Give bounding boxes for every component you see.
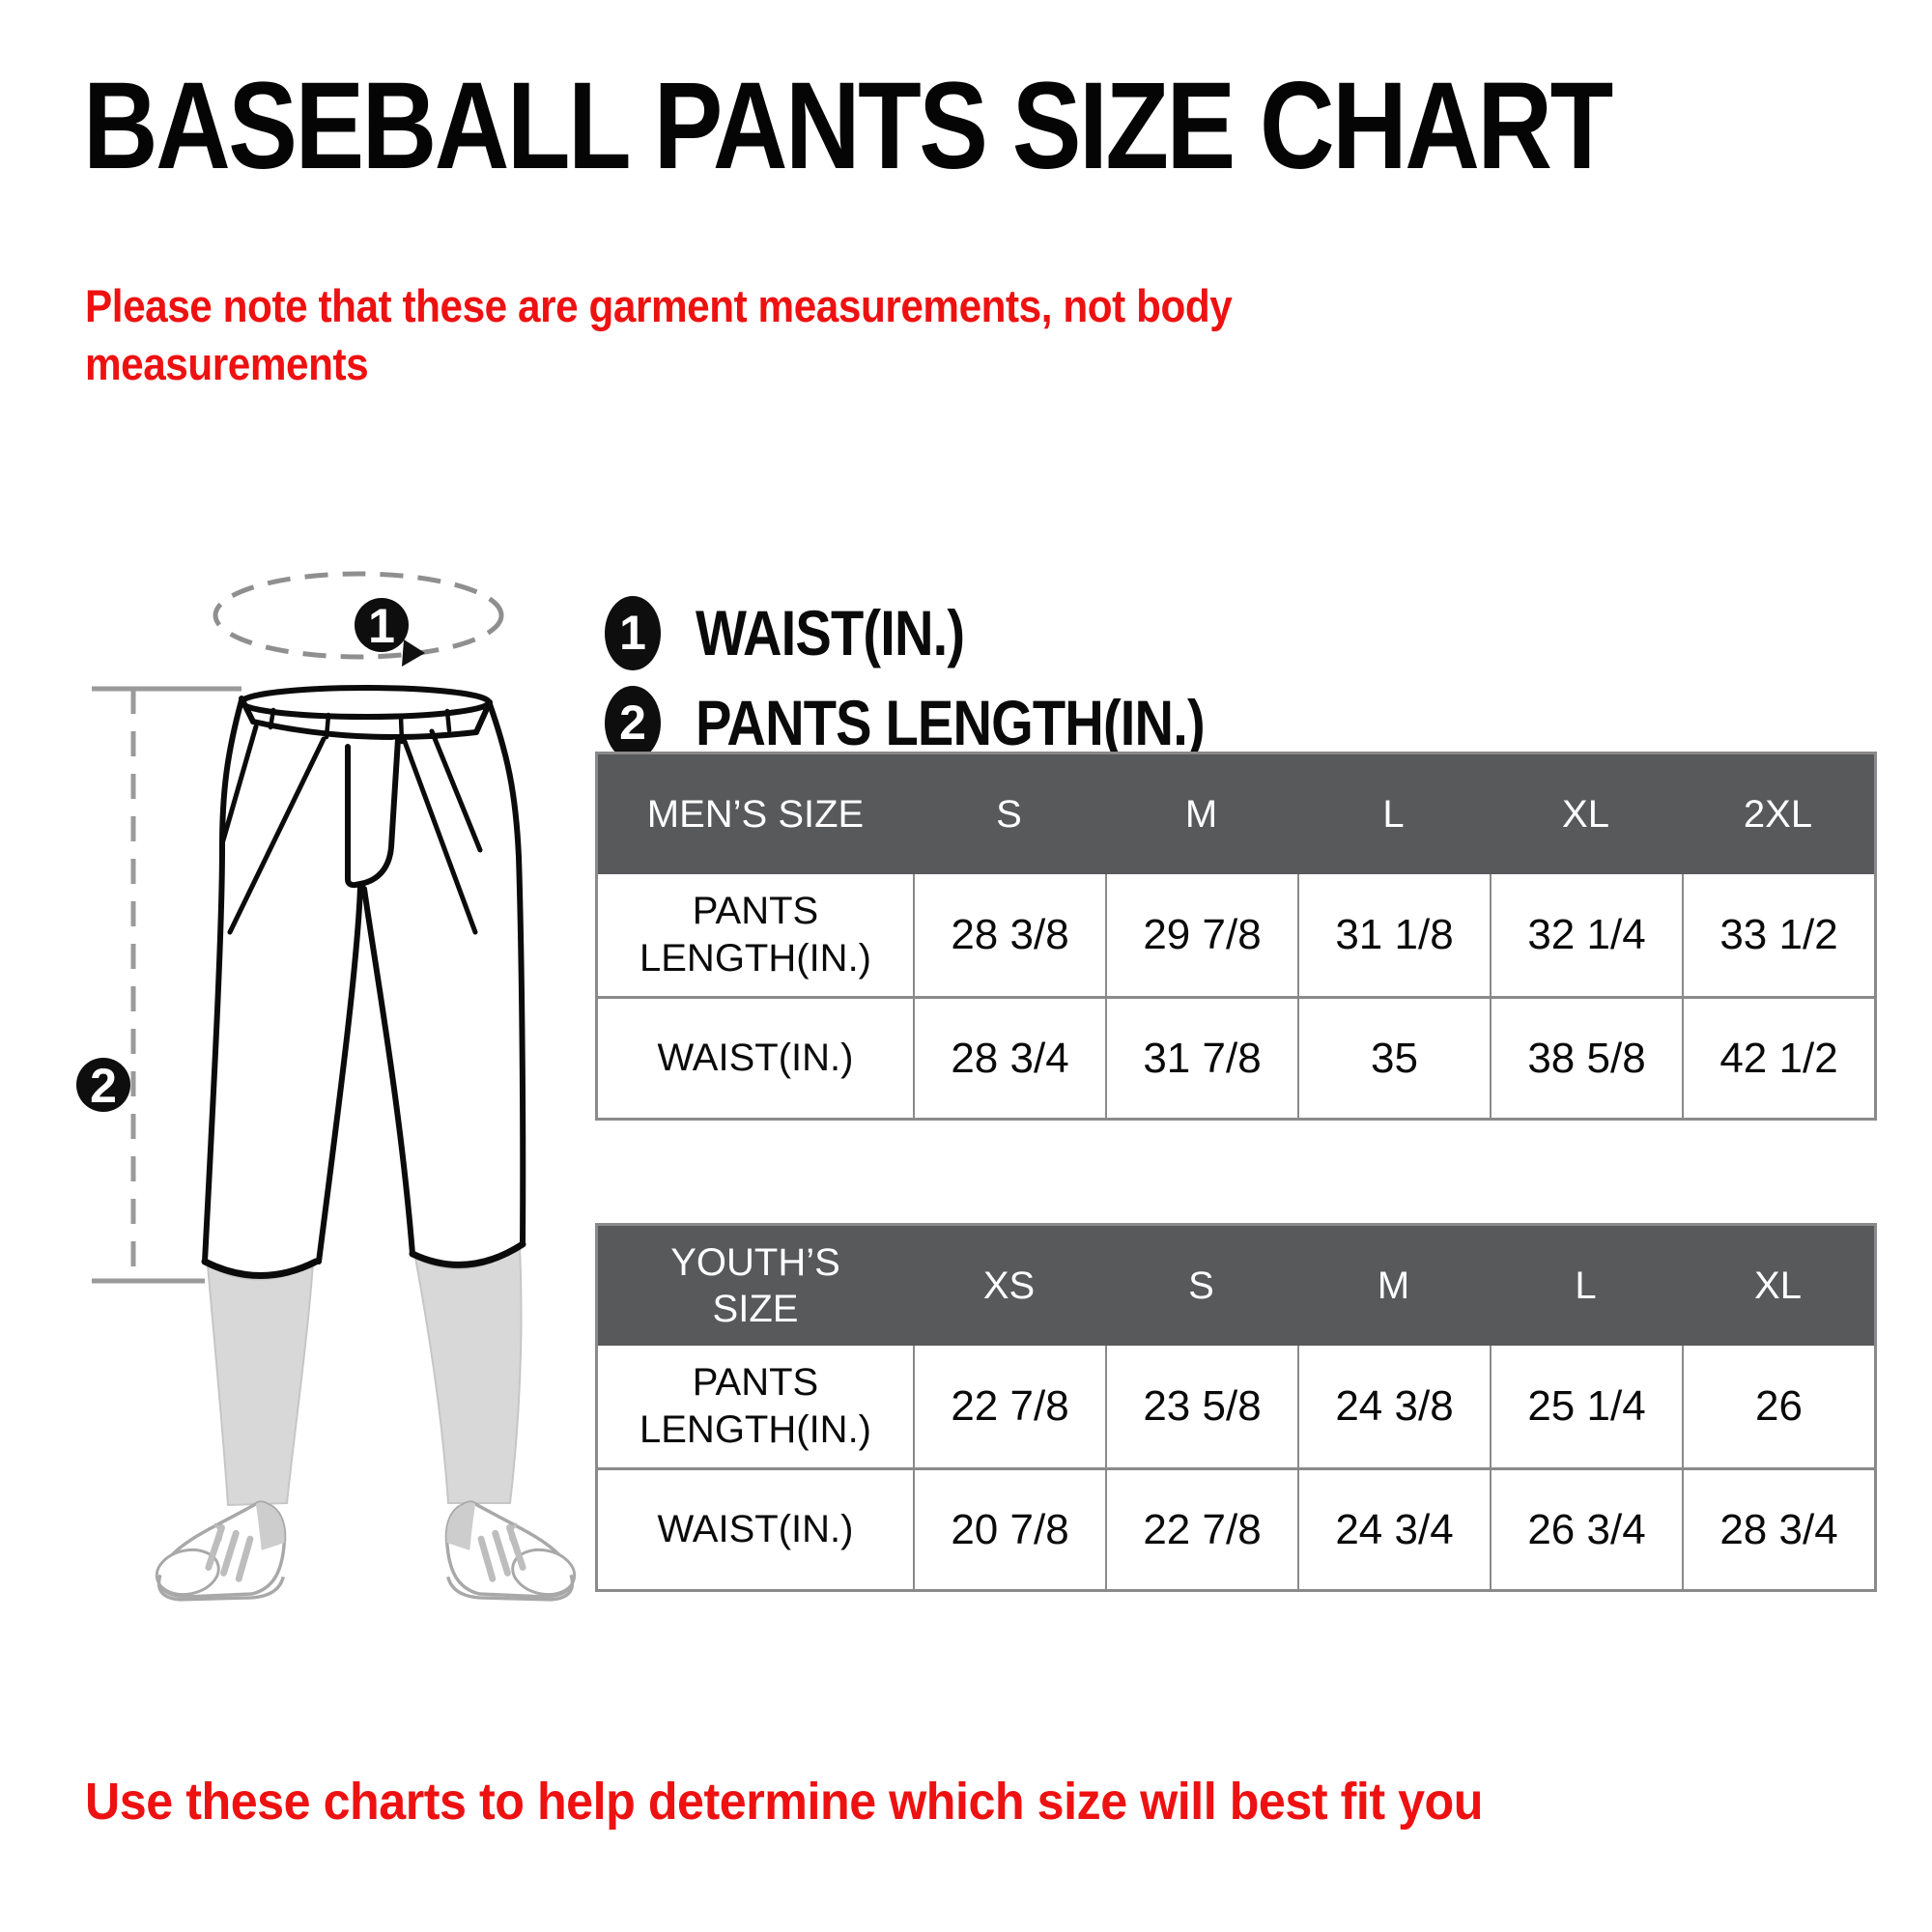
row-label-cell: PANTS LENGTH(IN.) — [598, 1346, 913, 1467]
pants-length-guide — [92, 686, 242, 1284]
waist-marker-number: 1 — [368, 599, 395, 653]
row-label-cell: WAIST(IN.) — [598, 1467, 913, 1589]
size-column-header: 2XL — [1682, 754, 1874, 874]
pants-outline — [201, 685, 526, 1279]
size-value-cell: 42 1/2 — [1682, 996, 1874, 1118]
size-value-cell: 31 7/8 — [1105, 996, 1297, 1118]
legend-label-waist: WAIST(IN.) — [696, 597, 965, 668]
size-column-header: M — [1297, 1226, 1490, 1346]
size-column-header: L — [1297, 754, 1490, 874]
left-shoe-icon — [153, 1502, 285, 1600]
circled-2-icon: 2 — [76, 1058, 130, 1113]
size-value-cell: 26 — [1682, 1346, 1874, 1467]
size-value-cell: 24 3/4 — [1297, 1467, 1490, 1589]
waist-arrow-icon — [402, 639, 425, 667]
row-label-cell: WAIST(IN.) — [598, 996, 913, 1118]
size-value-cell: 22 7/8 — [913, 1346, 1105, 1467]
row-label-cell: PANTS LENGTH(IN.) — [598, 874, 913, 996]
size-value-cell: 28 3/4 — [1682, 1467, 1874, 1589]
length-marker-number: 2 — [90, 1059, 117, 1113]
size-value-cell: 28 3/8 — [913, 874, 1105, 996]
circled-1-icon: 1 — [605, 595, 661, 670]
size-value-cell: 20 7/8 — [913, 1467, 1105, 1589]
size-value-cell: 28 3/4 — [913, 996, 1105, 1118]
pants-measurement-diagram: 1 2 — [76, 571, 647, 1642]
page-title: BASEBALL PANTS SIZE CHART — [83, 57, 1613, 195]
circled-2-icon: 2 — [605, 685, 661, 760]
circled-1-icon: 1 — [355, 598, 409, 653]
table-title-cell: YOUTH’S SIZE — [598, 1226, 913, 1346]
size-column-header: XL — [1682, 1226, 1874, 1346]
size-value-cell: 26 3/4 — [1490, 1467, 1682, 1589]
size-value-cell: 23 5/8 — [1105, 1346, 1297, 1467]
legend-item-waist: 1 WAIST(IN.) — [605, 595, 1294, 670]
size-column-header: S — [1105, 1226, 1297, 1346]
mens-size-table: MEN’S SIZE S M L XL 2XL PANTS LENGTH(IN.… — [595, 752, 1877, 1121]
size-value-cell: 22 7/8 — [1105, 1467, 1297, 1589]
size-value-cell: 35 — [1297, 996, 1490, 1118]
size-value-cell: 31 1/8 — [1297, 874, 1490, 996]
size-value-cell: 33 1/2 — [1682, 874, 1874, 996]
fit-advice-note: Use these charts to help determine which… — [85, 1773, 1483, 1831]
size-value-cell: 38 5/8 — [1490, 996, 1682, 1118]
size-column-header: XS — [913, 1226, 1105, 1346]
legend-item-pants-length: 2 PANTS LENGTH(IN.) — [605, 685, 1294, 760]
size-value-cell: 24 3/8 — [1297, 1346, 1490, 1467]
legend-label-pants-length: PANTS LENGTH(IN.) — [696, 687, 1206, 758]
waist-measure-ellipse — [213, 571, 504, 660]
size-value-cell: 32 1/4 — [1490, 874, 1682, 996]
right-shoe-icon — [446, 1502, 579, 1600]
garment-measurement-note: Please note that these are garment measu… — [85, 280, 1233, 390]
size-value-cell: 25 1/4 — [1490, 1346, 1682, 1467]
left-sock — [206, 1262, 315, 1507]
size-column-header: M — [1105, 754, 1297, 874]
table-title-cell: MEN’S SIZE — [598, 754, 913, 874]
youths-size-table: YOUTH’S SIZE XS S M L XL PANTS LENGTH(IN… — [595, 1223, 1877, 1592]
measurement-legend: 1 WAIST(IN.) 2 PANTS LENGTH(IN.) — [605, 595, 1294, 775]
right-sock — [413, 1244, 523, 1504]
size-value-cell: 29 7/8 — [1105, 874, 1297, 996]
size-column-header: XL — [1490, 754, 1682, 874]
size-column-header: S — [913, 754, 1105, 874]
size-column-header: L — [1490, 1226, 1682, 1346]
